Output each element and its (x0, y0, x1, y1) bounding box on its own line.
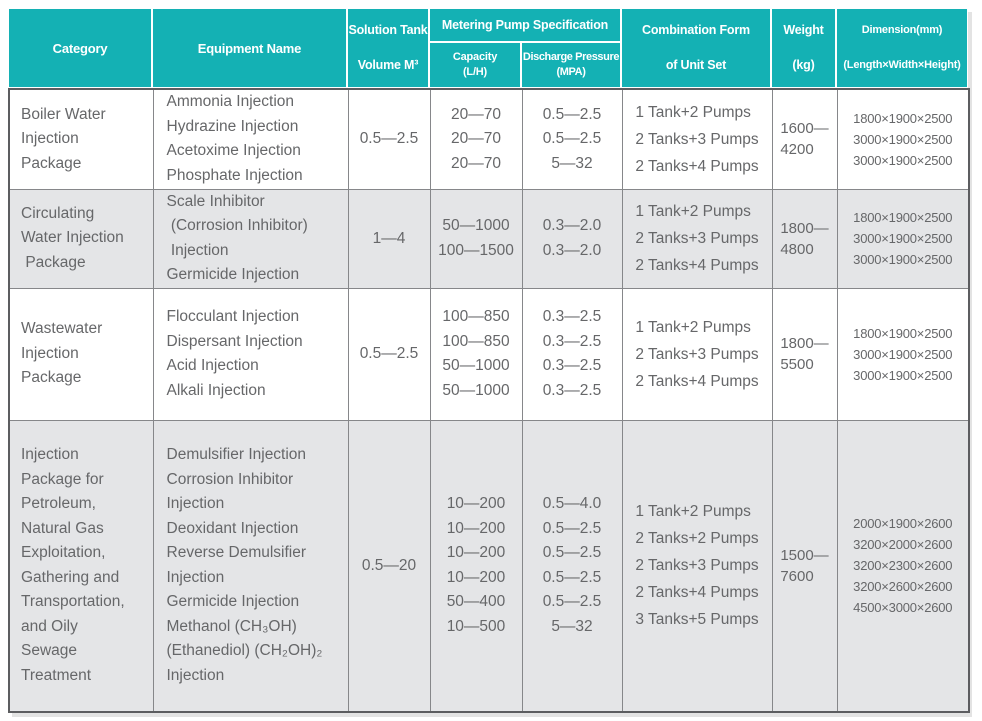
cell-solution-tank-volume: 0.5—2.5 (347, 287, 431, 421)
table-row: Wastewater Injection Package Flocculant … (8, 287, 970, 421)
cell-solution-tank-volume: 1—4 (347, 188, 431, 289)
cell-discharge-pressure: 0.3—2.0 0.3—2.0 (521, 188, 623, 289)
cell-category: Circulating Water Injection Package (8, 188, 154, 289)
cell-discharge-pressure: 0.5—4.0 0.5—2.5 0.5—2.5 0.5—2.5 0.5—2.5 … (521, 419, 623, 713)
cell-equipment-name: Ammonia Injection Hydrazine Injection Ac… (152, 88, 349, 190)
spec-table: Category Equipment Name Solution Tank Vo… (8, 8, 970, 713)
cell-capacity: 50—1000 100—1500 (429, 188, 523, 289)
cell-equipment-name: Scale Inhibitor (Corrosion Inhibitor) In… (152, 188, 349, 289)
header-discharge-pressure: Discharge Pressure (MPA) (521, 42, 621, 88)
header-solution-tank: Solution Tank Volume M³ (347, 8, 429, 88)
table-row: Circulating Water Injection Package Scal… (8, 188, 970, 289)
cell-solution-tank-volume: 0.5—2.5 (347, 88, 431, 190)
cell-equipment-name: Flocculant Injection Dispersant Injectio… (152, 287, 349, 421)
table-body: Boiler Water Injection Package Ammonia I… (8, 88, 970, 713)
cell-weight: 1800— 5500 (771, 287, 838, 421)
cell-capacity: 20—70 20—70 20—70 (429, 88, 523, 190)
cell-capacity: 10—200 10—200 10—200 10—200 50—400 10—50… (429, 419, 523, 713)
header-capacity: Capacity (L/H) (429, 42, 521, 88)
cell-discharge-pressure: 0.5—2.5 0.5—2.5 5—32 (521, 88, 623, 190)
cell-combination-form: 1 Tank+2 Pumps 2 Tanks+3 Pumps 2 Tanks+4… (621, 188, 773, 289)
header-metering-pump-spec: Metering Pump Specification (429, 8, 621, 42)
cell-weight: 1500— 7600 (771, 419, 838, 713)
header-category: Category (8, 8, 152, 88)
header-dimension: Dimension(mm) (Length×Width×Height) (836, 8, 968, 88)
cell-category: Injection Package for Petroleum, Natural… (8, 419, 154, 713)
header-equipment-name: Equipment Name (152, 8, 347, 88)
table-header: Category Equipment Name Solution Tank Vo… (8, 8, 968, 88)
cell-combination-form: 1 Tank+2 Pumps 2 Tanks+3 Pumps 2 Tanks+4… (621, 88, 773, 190)
cell-category: Wastewater Injection Package (8, 287, 154, 421)
cell-combination-form: 1 Tank+2 Pumps 2 Tanks+3 Pumps 2 Tanks+4… (621, 287, 773, 421)
cell-discharge-pressure: 0.3—2.5 0.3—2.5 0.3—2.5 0.3—2.5 (521, 287, 623, 421)
cell-equipment-name: Demulsifier Injection Corrosion Inhibito… (152, 419, 349, 713)
cell-capacity: 100—850 100—850 50—1000 50—1000 (429, 287, 523, 421)
cell-dimension: 2000×1900×2600 3200×2000×2600 3200×2300×… (836, 419, 970, 713)
cell-combination-form: 1 Tank+2 Pumps 2 Tanks+2 Pumps 2 Tanks+3… (621, 419, 773, 713)
cell-weight: 1600— 4200 (771, 88, 838, 190)
cell-solution-tank-volume: 0.5—20 (347, 419, 431, 713)
cell-weight: 1800— 4800 (771, 188, 838, 289)
cell-dimension: 1800×1900×2500 3000×1900×2500 3000×1900×… (836, 287, 970, 421)
cell-category: Boiler Water Injection Package (8, 88, 154, 190)
table-row: Injection Package for Petroleum, Natural… (8, 419, 970, 713)
cell-dimension: 1800×1900×2500 3000×1900×2500 3000×1900×… (836, 188, 970, 289)
table-row: Boiler Water Injection Package Ammonia I… (8, 88, 970, 190)
header-weight: Weight (kg) (771, 8, 836, 88)
cell-dimension: 1800×1900×2500 3000×1900×2500 3000×1900×… (836, 88, 970, 190)
header-combination-form: Combination Form of Unit Set (621, 8, 771, 88)
